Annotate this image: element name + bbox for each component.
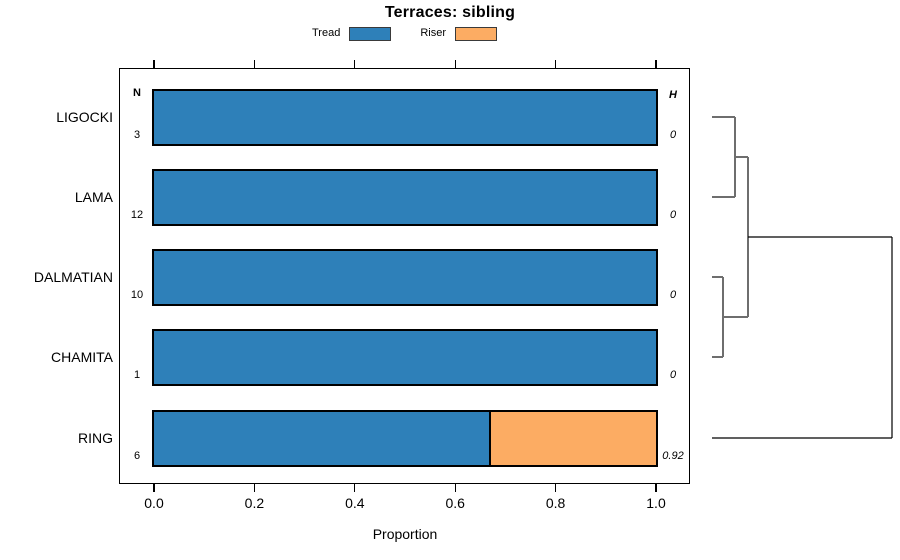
x-tick-top [253, 60, 256, 68]
stacked-bar-ligocki [152, 88, 658, 146]
x-tick-bottom [253, 484, 256, 492]
category-label-lama: LAMA [74, 189, 113, 205]
x-tick-label: 0.6 [445, 495, 465, 511]
h-value-ligocki: 0 [669, 129, 677, 141]
stacked-bar-lama [152, 168, 658, 226]
category-label-dalmatian: DALMATIAN [33, 269, 113, 285]
category-label-ring: RING [78, 430, 113, 446]
category-label-chamita: CHAMITA [51, 349, 113, 365]
x-tick-label: 0.8 [545, 495, 566, 511]
bar-segment-tread [154, 411, 489, 465]
bar-segment-tread [154, 250, 656, 304]
n-value-dalmatian: 10 [130, 289, 144, 301]
chart-title: Terraces: sibling [384, 4, 516, 21]
x-tick-top [554, 60, 557, 68]
stacked-bar-ring [152, 409, 658, 467]
legend: Tread Riser [312, 26, 497, 41]
x-tick-top [655, 60, 657, 68]
h-value-lama: 0 [669, 209, 677, 221]
x-tick-bottom [554, 484, 557, 492]
x-tick-bottom [454, 484, 456, 492]
x-tick-label: 0.0 [144, 495, 164, 511]
h-value-ring: 0.92 [662, 450, 684, 462]
x-tick-bottom [655, 484, 657, 492]
h-value-chamita: 0 [669, 369, 677, 381]
h-column-header: H [669, 89, 677, 101]
x-tick-label: 0.4 [345, 495, 365, 511]
bar-segment-riser [488, 411, 656, 465]
legend-swatch-tread [349, 26, 392, 41]
legend-swatch-riser [455, 26, 497, 41]
x-tick-label: 1.0 [646, 495, 666, 511]
bar-segment-tread [154, 330, 656, 384]
x-tick-top [153, 60, 155, 68]
x-tick-label: 0.2 [244, 495, 265, 511]
x-axis-title: Proportion [372, 526, 438, 542]
legend-label-tread: Tread [312, 27, 341, 39]
bar-segment-tread [154, 170, 656, 224]
stacked-bar-chamita [152, 328, 658, 386]
n-value-ring: 6 [133, 450, 141, 462]
category-label-ligocki: LIGOCKI [56, 109, 113, 125]
n-value-ligocki: 3 [133, 129, 141, 141]
n-value-chamita: 1 [133, 369, 141, 381]
x-tick-bottom [354, 484, 356, 492]
n-column-header: N [133, 87, 141, 99]
x-tick-top [454, 60, 456, 68]
n-value-lama: 12 [130, 209, 144, 221]
stacked-bar-dalmatian [152, 248, 658, 306]
h-value-dalmatian: 0 [669, 289, 677, 301]
plot-frame [119, 68, 690, 484]
x-tick-top [354, 60, 356, 68]
x-tick-bottom [153, 484, 155, 492]
bar-segment-tread [154, 90, 656, 144]
legend-label-riser: Riser [420, 27, 446, 39]
